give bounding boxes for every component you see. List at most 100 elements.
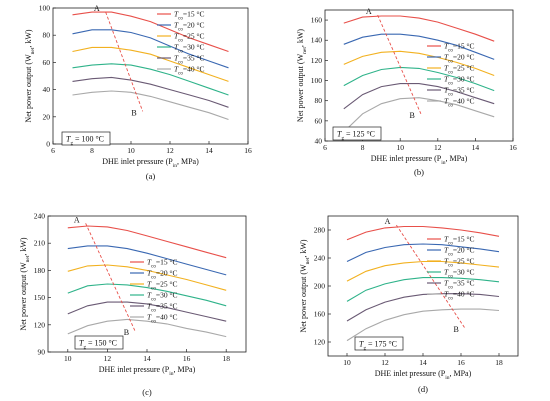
y-tick-label: 200 bbox=[314, 282, 326, 291]
y-axis-label: Net power output (Wnet, kW) bbox=[299, 239, 311, 332]
x-axis-label: DHE inlet pressure (Pin, MPa) bbox=[102, 157, 199, 169]
series-line bbox=[72, 46, 229, 82]
legend-label: Tco=20 °C bbox=[444, 53, 475, 65]
y-tick-label: 80 bbox=[315, 96, 323, 105]
x-tick-label: 8 bbox=[361, 143, 365, 152]
panel-label: (c) bbox=[142, 387, 152, 397]
series-line bbox=[67, 264, 227, 291]
y-tick-label: 100 bbox=[311, 76, 323, 85]
series-line bbox=[346, 308, 500, 342]
series-line bbox=[346, 225, 500, 241]
y-tick-label: 120 bbox=[314, 338, 326, 347]
legend-label: Tco=15 °C bbox=[174, 10, 205, 22]
legend-label: Tco=15 °C bbox=[444, 42, 475, 54]
y-tick-label: 40 bbox=[315, 137, 323, 146]
point-a-label: A bbox=[74, 215, 80, 224]
y-tick-label: 240 bbox=[314, 254, 326, 263]
series-line bbox=[343, 97, 495, 133]
temperature-label: Tg = 150 °C bbox=[79, 339, 117, 351]
y-tick-label: 140 bbox=[311, 36, 323, 45]
legend-label: Tco=40 °C bbox=[174, 65, 205, 77]
point-a-label: A bbox=[94, 4, 100, 13]
series-line bbox=[346, 293, 500, 322]
panel-label: (d) bbox=[418, 384, 428, 394]
y-tick-label: 120 bbox=[311, 56, 323, 65]
y-axis-label: Net power output (Wnet, kW) bbox=[296, 29, 308, 122]
trend-line bbox=[85, 223, 136, 332]
point-b-label: B bbox=[453, 325, 458, 334]
y-tick-label: 0 bbox=[46, 140, 50, 149]
plot-frame bbox=[52, 7, 249, 145]
x-tick-label: 10 bbox=[396, 143, 404, 152]
series-line bbox=[67, 318, 227, 338]
legend-label: Tco=20 °C bbox=[444, 246, 475, 258]
x-tick-label: 14 bbox=[143, 354, 151, 363]
y-tick-label: 210 bbox=[34, 239, 46, 248]
x-axis-label: DHE inlet pressure (Pin, MPa) bbox=[375, 369, 472, 381]
temperature-box bbox=[354, 336, 404, 351]
legend-label: Tco=35 °C bbox=[174, 54, 205, 66]
point-b-label: B bbox=[124, 328, 129, 337]
temperature-box bbox=[61, 131, 111, 146]
x-tick-label: 12 bbox=[166, 146, 174, 155]
y-tick-label: 40 bbox=[43, 85, 51, 94]
series-line bbox=[343, 66, 495, 92]
y-tick-label: 80 bbox=[43, 31, 51, 40]
series-line bbox=[67, 245, 227, 276]
panel-3: 10 12 14 16 18 90 120 150 180 210 240 DHE inlet pre… bbox=[19, 212, 247, 397]
x-axis-label: DHE inlet pressure (Pin, MPa) bbox=[99, 365, 196, 377]
x-tick-label: 6 bbox=[323, 143, 327, 152]
legend-label: Tco=15 °C bbox=[444, 235, 475, 247]
temperature-box bbox=[332, 126, 382, 141]
x-tick-label: 14 bbox=[419, 358, 427, 367]
point-b-label: B bbox=[131, 108, 136, 117]
series-line bbox=[72, 11, 229, 53]
series-line bbox=[67, 283, 227, 307]
series-line bbox=[346, 260, 500, 282]
series-line bbox=[343, 15, 495, 42]
series-line bbox=[67, 225, 227, 259]
x-tick-label: 16 bbox=[244, 146, 252, 155]
y-tick-label: 60 bbox=[315, 116, 323, 125]
series-line bbox=[343, 83, 495, 110]
series-line bbox=[72, 29, 229, 69]
plot-frame bbox=[324, 9, 514, 142]
point-a-label: A bbox=[385, 217, 391, 226]
x-tick-label: 6 bbox=[51, 146, 55, 155]
legend-label: Tco=30 °C bbox=[444, 75, 475, 87]
y-tick-label: 240 bbox=[34, 212, 46, 221]
x-tick-label: 10 bbox=[64, 354, 72, 363]
y-tick-label: 160 bbox=[314, 310, 326, 319]
legend-label: Tco=25 °C bbox=[147, 280, 178, 292]
y-tick-label: 180 bbox=[34, 266, 46, 275]
legend-label: Tco=40 °C bbox=[444, 97, 475, 109]
panel-2: 6 8 10 12 14 16 40 60 80 100 120 140 160 DHE inlet pr… bbox=[296, 7, 517, 177]
panel-1: 6 8 10 12 14 16 0 20 40 60 80 100 DHE inlet pressure… bbox=[24, 4, 252, 182]
y-axis-label: Net power output (Wnet, kW) bbox=[24, 29, 36, 122]
trend-line bbox=[377, 14, 422, 114]
y-tick-label: 100 bbox=[39, 4, 51, 13]
x-tick-label: 14 bbox=[472, 143, 480, 152]
temperature-box bbox=[74, 335, 124, 350]
legend-label: Tco=40 °C bbox=[444, 290, 475, 302]
trend-line bbox=[105, 11, 144, 112]
y-tick-label: 160 bbox=[311, 16, 323, 25]
temperature-label: Tg = 175 °C bbox=[359, 340, 397, 352]
series-line bbox=[346, 243, 500, 262]
x-tick-label: 18 bbox=[222, 354, 230, 363]
series-line bbox=[343, 50, 495, 77]
temperature-label: Tg = 100 °C bbox=[66, 135, 104, 147]
y-tick-label: 150 bbox=[34, 293, 46, 302]
legend-label: Tco=35 °C bbox=[147, 302, 178, 314]
legend-label: Tco=30 °C bbox=[147, 291, 178, 303]
legend-label: Tco=15 °C bbox=[147, 258, 178, 270]
x-tick-label: 12 bbox=[104, 354, 112, 363]
legend-label: Tco=30 °C bbox=[444, 268, 475, 280]
x-tick-label: 10 bbox=[127, 146, 135, 155]
trend-line bbox=[396, 224, 466, 329]
series-line bbox=[343, 33, 495, 60]
panel-label: (a) bbox=[146, 171, 156, 181]
legend-label: Tco=20 °C bbox=[147, 269, 178, 281]
x-tick-label: 12 bbox=[381, 358, 389, 367]
x-tick-label: 16 bbox=[183, 354, 191, 363]
